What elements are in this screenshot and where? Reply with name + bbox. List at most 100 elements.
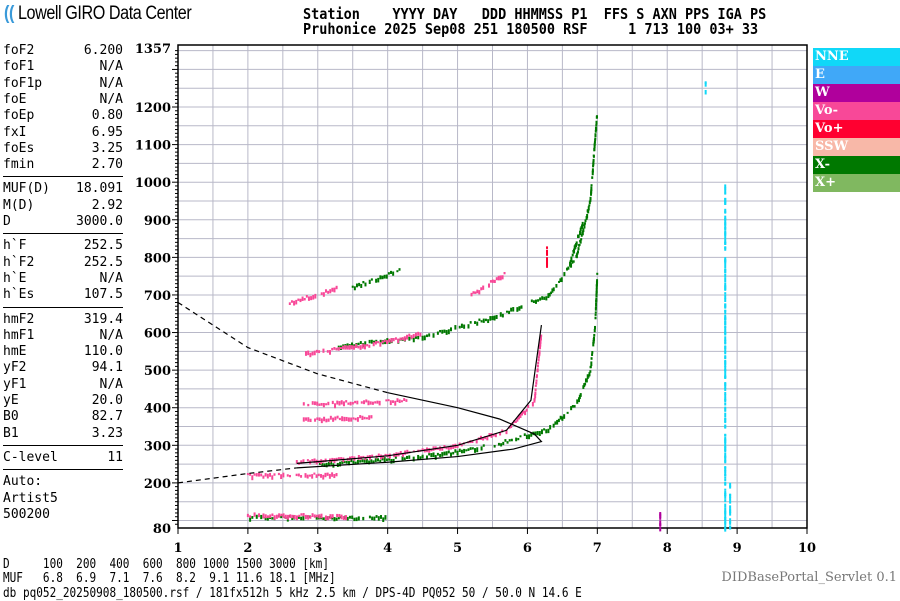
param-row: hmF2 319.4 <box>3 312 123 328</box>
echo-point-x- <box>543 428 546 431</box>
echo-point-nne <box>724 292 727 295</box>
echo-point-x- <box>392 271 395 276</box>
echo-point-vo- <box>419 332 422 337</box>
echo-point-vo- <box>324 472 327 478</box>
echo-point-nne <box>724 192 727 195</box>
echo-point-x- <box>575 241 578 246</box>
echo-point-vo+ <box>546 249 549 253</box>
echo-point-vo- <box>249 515 252 518</box>
echo-point-x- <box>497 442 500 446</box>
x-tick-label: 8 <box>663 541 672 556</box>
echo-point-x- <box>591 351 594 354</box>
param-value: 3.23 <box>91 425 123 441</box>
echo-point-vo- <box>337 457 340 460</box>
echo-point-vo- <box>361 343 364 349</box>
echo-point-x- <box>476 447 479 453</box>
param-row: B1 3.23 <box>3 426 123 442</box>
echo-point-x- <box>582 228 585 233</box>
echo-point-vo- <box>396 398 399 403</box>
echo-point-x- <box>450 327 453 332</box>
echo-point-x- <box>359 460 362 463</box>
echo-point-vo+ <box>546 263 549 268</box>
echo-point-vo- <box>491 279 494 283</box>
echo-point-x- <box>571 405 574 408</box>
echo-point-x- <box>428 453 431 456</box>
echo-point-vo- <box>289 514 292 518</box>
echo-point-nne <box>724 363 727 368</box>
param-row: foF2 6.200 <box>3 43 123 59</box>
echo-point-nne <box>729 496 732 501</box>
echo-point-vo- <box>262 513 265 519</box>
echo-point-x- <box>592 160 595 165</box>
echo-point-vo- <box>365 417 368 420</box>
param-row: foEs 3.25 <box>3 141 123 157</box>
echo-point-vo- <box>535 375 538 379</box>
echo-point-vo- <box>352 417 355 420</box>
echo-point-x- <box>383 457 386 463</box>
param-row: h`F2 252.5 <box>3 255 123 271</box>
echo-point-x- <box>434 454 437 460</box>
echo-point-vo- <box>405 399 408 402</box>
echo-point-x- <box>557 418 560 423</box>
echo-point-x- <box>584 219 587 223</box>
echo-point-x- <box>460 449 463 454</box>
param-value: 20.0 <box>91 393 123 408</box>
echo-point-vo- <box>278 513 281 518</box>
echo-point-x- <box>439 329 442 333</box>
echo-point-x- <box>297 516 300 519</box>
echo-point-x- <box>255 514 258 519</box>
header-values: Pruhonice 2025 Sep08 251 180500 RSF 1 71… <box>303 20 759 38</box>
echo-point-vo- <box>331 457 334 462</box>
echo-point-x- <box>403 457 406 461</box>
echo-point-vo- <box>325 403 328 406</box>
param-value: 2.70 <box>91 157 123 173</box>
echo-point-vo- <box>326 350 329 353</box>
y-tick-label: 600 <box>144 327 171 342</box>
echo-point-vo- <box>535 381 538 385</box>
echo-point-vo- <box>271 513 274 517</box>
echo-point-x- <box>595 297 598 301</box>
echo-point-x- <box>325 462 328 468</box>
echo-point-x- <box>348 515 351 519</box>
param-value: 3.25 <box>91 140 123 156</box>
param-row: hmF1 N/A <box>3 328 123 344</box>
echo-point-x- <box>377 277 380 283</box>
echo-point-x- <box>363 459 366 463</box>
echo-point-x- <box>501 313 504 318</box>
echo-point-x- <box>357 516 360 521</box>
echo-point-x- <box>351 515 354 519</box>
echo-point-x- <box>346 343 349 347</box>
echo-point-x- <box>343 460 346 464</box>
echo-point-vo- <box>336 415 339 419</box>
echo-point-nne <box>724 466 727 472</box>
echo-point-x- <box>396 270 399 273</box>
param-value: N/A <box>99 327 123 343</box>
echo-point-x- <box>467 324 470 329</box>
echo-point-x- <box>548 292 551 297</box>
echo-point-vo- <box>333 347 336 350</box>
echo-point-x- <box>570 256 573 262</box>
param-label: hmE <box>3 344 27 360</box>
echo-point-vo- <box>327 290 330 294</box>
echo-point-x- <box>563 414 566 419</box>
echo-point-vo- <box>300 513 303 516</box>
echo-point-nne <box>724 236 727 239</box>
echo-point-vo- <box>533 397 536 401</box>
echo-point-x- <box>534 299 537 304</box>
echo-point-vo- <box>406 449 409 454</box>
echo-point-nne <box>724 391 727 395</box>
echo-point-vo- <box>350 417 353 422</box>
echo-point-vo- <box>334 403 337 409</box>
echo-point-vo- <box>334 416 337 421</box>
header-labels: Station YYYY DAY DDD HHMMSS P1 FFS S AXN… <box>303 5 767 23</box>
echo-point-x- <box>566 411 569 414</box>
echo-point-vo- <box>320 513 323 519</box>
echo-point-vo- <box>539 342 542 347</box>
echo-point-nne <box>724 277 727 283</box>
echo-point-vo- <box>392 338 395 342</box>
echo-point-vo- <box>280 474 283 480</box>
param-value: 252.5 <box>83 238 123 254</box>
param-row: D 3000.0 <box>3 214 123 230</box>
echo-point-vo- <box>501 275 504 280</box>
echo-point-vo- <box>384 453 387 457</box>
